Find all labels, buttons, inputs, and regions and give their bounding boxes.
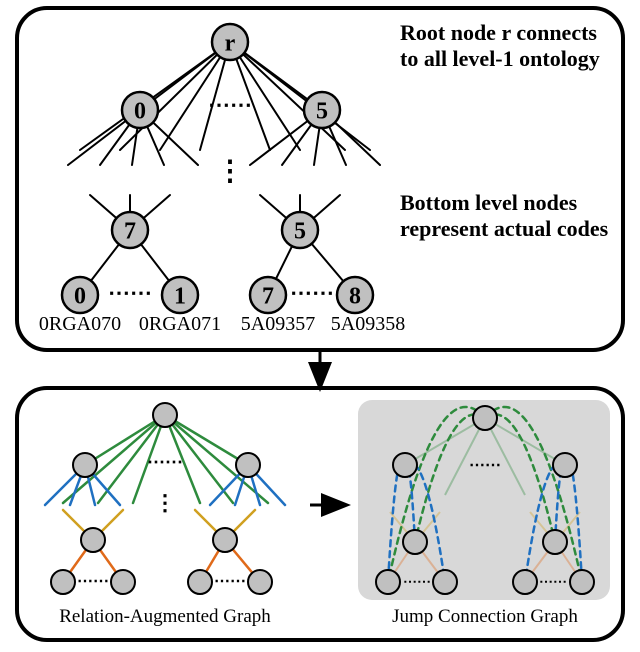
svg-text:r: r — [225, 30, 236, 56]
svg-text:to all level-1 ontology: to all level-1 ontology — [400, 46, 600, 71]
svg-text:Root node r connects: Root node r connects — [400, 20, 597, 45]
svg-text:⋮: ⋮ — [154, 490, 176, 515]
svg-text:0RGA071: 0RGA071 — [139, 313, 221, 335]
svg-text:⋯⋯: ⋯⋯ — [77, 573, 109, 590]
svg-text:⋯⋯: ⋯⋯ — [147, 452, 183, 472]
svg-text:⋯⋯: ⋯⋯ — [469, 457, 501, 474]
svg-text:⋮: ⋮ — [216, 156, 244, 187]
svg-text:⋯⋯: ⋯⋯ — [539, 575, 567, 590]
svg-text:⋯⋯: ⋯⋯ — [403, 575, 431, 590]
svg-text:0: 0 — [134, 98, 146, 124]
svg-text:5A09358: 5A09358 — [331, 313, 405, 335]
svg-text:1: 1 — [174, 283, 186, 309]
svg-text:5: 5 — [294, 218, 306, 244]
svg-text:⋯⋯: ⋯⋯ — [108, 280, 152, 305]
svg-text:Relation-Augmented Graph: Relation-Augmented Graph — [59, 606, 271, 627]
svg-text:represent actual codes: represent actual codes — [400, 216, 609, 241]
svg-text:⋯⋯: ⋯⋯ — [208, 92, 252, 117]
svg-text:0RGA070: 0RGA070 — [39, 313, 121, 335]
svg-text:Jump Connection Graph: Jump Connection Graph — [392, 606, 578, 627]
svg-text:7: 7 — [262, 283, 274, 309]
svg-text:5: 5 — [316, 98, 328, 124]
svg-text:5A09357: 5A09357 — [241, 313, 315, 335]
svg-text:0: 0 — [74, 283, 86, 309]
svg-text:8: 8 — [349, 283, 361, 309]
svg-text:⋯⋯: ⋯⋯ — [214, 573, 246, 590]
diagram-svg: r 0 5 7 5 0 1 7 8 ⋯⋯ ⋮ ⋯⋯ ⋯⋯ 0RGA070 0RGA071 5A09357 5A0… — [0, 0, 640, 652]
svg-text:7: 7 — [124, 218, 136, 244]
svg-text:Bottom level nodes: Bottom level nodes — [400, 190, 578, 215]
svg-text:⋯⋯: ⋯⋯ — [290, 280, 334, 305]
